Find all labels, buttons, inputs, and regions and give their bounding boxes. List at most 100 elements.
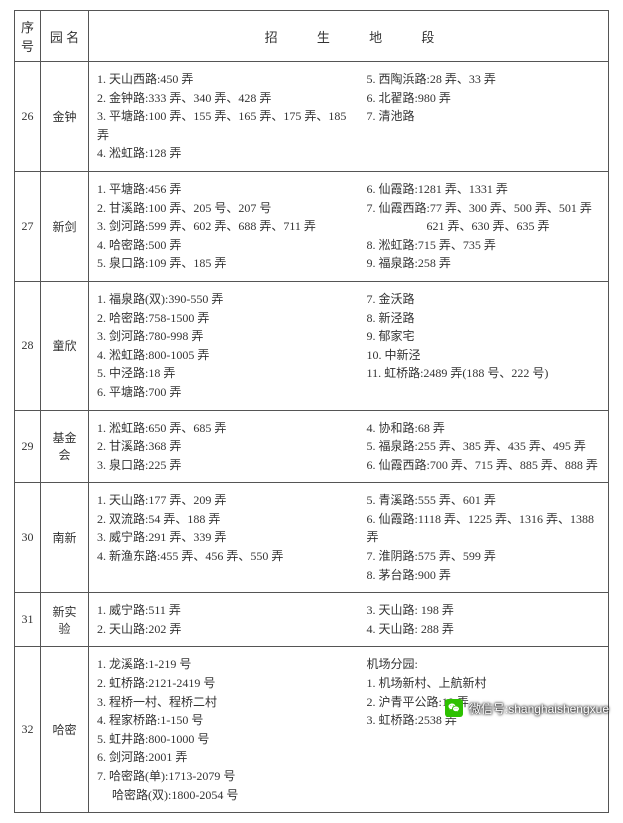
area-right-col: 5. 青溪路:555 弄、601 弄6. 仙霞路:1118 弄、1225 弄、1… <box>367 491 600 584</box>
cell-seq: 29 <box>15 410 41 483</box>
area-right-col: 6. 仙霞路:1281 弄、1331 弄7. 仙霞西路:77 弄、300 弄、5… <box>367 180 600 273</box>
area-line: 4. 新渔东路:455 弄、456 弄、550 弄 <box>97 547 359 566</box>
area-line: 4. 天山路: 288 弄 <box>367 620 600 639</box>
area-line: 7. 金沃路 <box>367 290 600 309</box>
area-left-col: 1. 天山西路:450 弄2. 金钟路:333 弄、340 弄、428 弄3. … <box>97 70 359 163</box>
area-line: 2. 金钟路:333 弄、340 弄、428 弄 <box>97 89 359 108</box>
area-line: 1. 淞虹路:650 弄、685 弄 <box>97 419 359 438</box>
area-line: 1. 天山西路:450 弄 <box>97 70 359 89</box>
area-left-col: 1. 淞虹路:650 弄、685 弄2. 甘溪路:368 弄3. 泉口路:225… <box>97 419 359 475</box>
area-left-col: 1. 平塘路:456 弄2. 甘溪路:100 弄、205 号、207 号3. 剑… <box>97 180 359 273</box>
cell-seq: 28 <box>15 281 41 410</box>
area-line: 2. 甘溪路:100 弄、205 号、207 号 <box>97 199 359 218</box>
cell-area: 1. 天山路:177 弄、209 弄2. 双流路:54 弄、188 弄3. 威宁… <box>89 483 609 593</box>
area-line: 621 弄、630 弄、635 弄 <box>367 217 600 236</box>
cell-seq: 30 <box>15 483 41 593</box>
area-line: 11. 虹桥路:2489 弄(188 号、222 号) <box>367 364 600 383</box>
area-line: 1. 威宁路:511 弄 <box>97 601 359 620</box>
cell-area: 1. 龙溪路:1-219 号2. 虹桥路:2121-2419 号3. 程桥一村、… <box>89 647 609 813</box>
area-line: 8. 新泾路 <box>367 309 600 328</box>
cell-name: 基金会 <box>41 410 89 483</box>
table-row: 32哈密1. 龙溪路:1-219 号2. 虹桥路:2121-2419 号3. 程… <box>15 647 609 813</box>
area-line: 4. 哈密路:500 弄 <box>97 236 359 255</box>
area-line: 5. 西陶浜路:28 弄、33 弄 <box>367 70 600 89</box>
area-left-col: 1. 天山路:177 弄、209 弄2. 双流路:54 弄、188 弄3. 威宁… <box>97 491 359 584</box>
area-right-col: 5. 西陶浜路:28 弄、33 弄6. 北翟路:980 弄7. 清池路 <box>367 70 600 163</box>
cell-name: 新剑 <box>41 171 89 281</box>
area-line: 1. 天山路:177 弄、209 弄 <box>97 491 359 510</box>
table-row: 28童欣1. 福泉路(双):390-550 弄2. 哈密路:758-1500 弄… <box>15 281 609 410</box>
table-header-row: 序号 园 名 招 生 地 段 <box>15 11 609 62</box>
area-line: 2. 虹桥路:2121-2419 号 <box>97 674 359 693</box>
cell-name: 金钟 <box>41 62 89 172</box>
cell-area: 1. 平塘路:456 弄2. 甘溪路:100 弄、205 号、207 号3. 剑… <box>89 171 609 281</box>
area-line: 7. 淮阴路:575 弄、599 弄 <box>367 547 600 566</box>
area-line: 3. 威宁路:291 弄、339 弄 <box>97 528 359 547</box>
wechat-watermark: 微信号:shanghaishengxue <box>445 699 609 717</box>
watermark-label: 微信号: <box>469 702 508 716</box>
header-seq: 序号 <box>15 11 41 62</box>
area-line: 9. 郁家宅 <box>367 327 600 346</box>
area-line: 7. 哈密路(单):1713-2079 号 <box>97 767 359 786</box>
area-line: 6. 仙霞路:1281 弄、1331 弄 <box>367 180 600 199</box>
area-line: 3. 程桥一村、程桥二村 <box>97 693 359 712</box>
area-line: 6. 剑河路:2001 弄 <box>97 748 359 767</box>
table-row: 29基金会1. 淞虹路:650 弄、685 弄2. 甘溪路:368 弄3. 泉口… <box>15 410 609 483</box>
area-line: 6. 仙霞路:1118 弄、1225 弄、1316 弄、1388 弄 <box>367 510 600 547</box>
area-line: 4. 淞虹路:800-1005 弄 <box>97 346 359 365</box>
area-right-col: 机场分园:1. 机场新村、上航新村2. 沪青平公路:18 弄3. 虹桥路:253… <box>367 655 600 804</box>
area-line: 8. 淞虹路:715 弄、735 弄 <box>367 236 600 255</box>
area-line: 7. 仙霞西路:77 弄、300 弄、500 弄、501 弄 <box>367 199 600 218</box>
area-line: 1. 平塘路:456 弄 <box>97 180 359 199</box>
area-line: 6. 北翟路:980 弄 <box>367 89 600 108</box>
cell-area: 1. 淞虹路:650 弄、685 弄2. 甘溪路:368 弄3. 泉口路:225… <box>89 410 609 483</box>
area-line: 3. 泉口路:225 弄 <box>97 456 359 475</box>
area-left-col: 1. 福泉路(双):390-550 弄2. 哈密路:758-1500 弄3. 剑… <box>97 290 359 402</box>
cell-name: 哈密 <box>41 647 89 813</box>
cell-area: 1. 福泉路(双):390-550 弄2. 哈密路:758-1500 弄3. 剑… <box>89 281 609 410</box>
area-line: 5. 虹井路:800-1000 号 <box>97 730 359 749</box>
area-line: 5. 福泉路:255 弄、385 弄、435 弄、495 弄 <box>367 437 600 456</box>
area-line: 9. 福泉路:258 弄 <box>367 254 600 273</box>
cell-seq: 27 <box>15 171 41 281</box>
cell-name: 新实验 <box>41 593 89 647</box>
table-row: 31新实验1. 威宁路:511 弄2. 天山路:202 弄3. 天山路: 198… <box>15 593 609 647</box>
area-line: 3. 平塘路:100 弄、155 弄、165 弄、175 弄、185 弄 <box>97 107 359 144</box>
area-line: 5. 泉口路:109 弄、185 弄 <box>97 254 359 273</box>
area-line: 8. 茅台路:900 弄 <box>367 566 600 585</box>
area-line: 4. 程家桥路:1-150 号 <box>97 711 359 730</box>
area-line: 机场分园: <box>367 655 600 674</box>
area-line: 6. 平塘路:700 弄 <box>97 383 359 402</box>
cell-name: 童欣 <box>41 281 89 410</box>
area-line: 哈密路(双):1800-2054 号 <box>97 786 359 805</box>
area-line: 4. 淞虹路:128 弄 <box>97 144 359 163</box>
cell-seq: 31 <box>15 593 41 647</box>
area-line: 2. 哈密路:758-1500 弄 <box>97 309 359 328</box>
area-line: 1. 龙溪路:1-219 号 <box>97 655 359 674</box>
area-left-col: 1. 威宁路:511 弄2. 天山路:202 弄 <box>97 601 359 638</box>
area-line: 10. 中新泾 <box>367 346 600 365</box>
area-line: 3. 天山路: 198 弄 <box>367 601 600 620</box>
area-line: 3. 剑河路:599 弄、602 弄、688 弄、711 弄 <box>97 217 359 236</box>
area-line: 5. 中泾路:18 弄 <box>97 364 359 383</box>
area-left-col: 1. 龙溪路:1-219 号2. 虹桥路:2121-2419 号3. 程桥一村、… <box>97 655 359 804</box>
table-row: 27新剑1. 平塘路:456 弄2. 甘溪路:100 弄、205 号、207 号… <box>15 171 609 281</box>
area-right-col: 3. 天山路: 198 弄4. 天山路: 288 弄 <box>367 601 600 638</box>
area-line: 7. 清池路 <box>367 107 600 126</box>
cell-seq: 26 <box>15 62 41 172</box>
area-line: 2. 天山路:202 弄 <box>97 620 359 639</box>
area-line: 1. 福泉路(双):390-550 弄 <box>97 290 359 309</box>
cell-area: 1. 威宁路:511 弄2. 天山路:202 弄3. 天山路: 198 弄4. … <box>89 593 609 647</box>
cell-area: 1. 天山西路:450 弄2. 金钟路:333 弄、340 弄、428 弄3. … <box>89 62 609 172</box>
area-line: 2. 甘溪路:368 弄 <box>97 437 359 456</box>
area-line: 2. 双流路:54 弄、188 弄 <box>97 510 359 529</box>
area-line: 4. 协和路:68 弄 <box>367 419 600 438</box>
area-line: 5. 青溪路:555 弄、601 弄 <box>367 491 600 510</box>
enrollment-table: 序号 园 名 招 生 地 段 26金钟1. 天山西路:450 弄2. 金钟路:3… <box>14 10 609 813</box>
header-area: 招 生 地 段 <box>89 11 609 62</box>
table-row: 30南新1. 天山路:177 弄、209 弄2. 双流路:54 弄、188 弄3… <box>15 483 609 593</box>
cell-name: 南新 <box>41 483 89 593</box>
area-line: 1. 机场新村、上航新村 <box>367 674 600 693</box>
area-right-col: 7. 金沃路8. 新泾路9. 郁家宅10. 中新泾11. 虹桥路:2489 弄(… <box>367 290 600 402</box>
header-name: 园 名 <box>41 11 89 62</box>
